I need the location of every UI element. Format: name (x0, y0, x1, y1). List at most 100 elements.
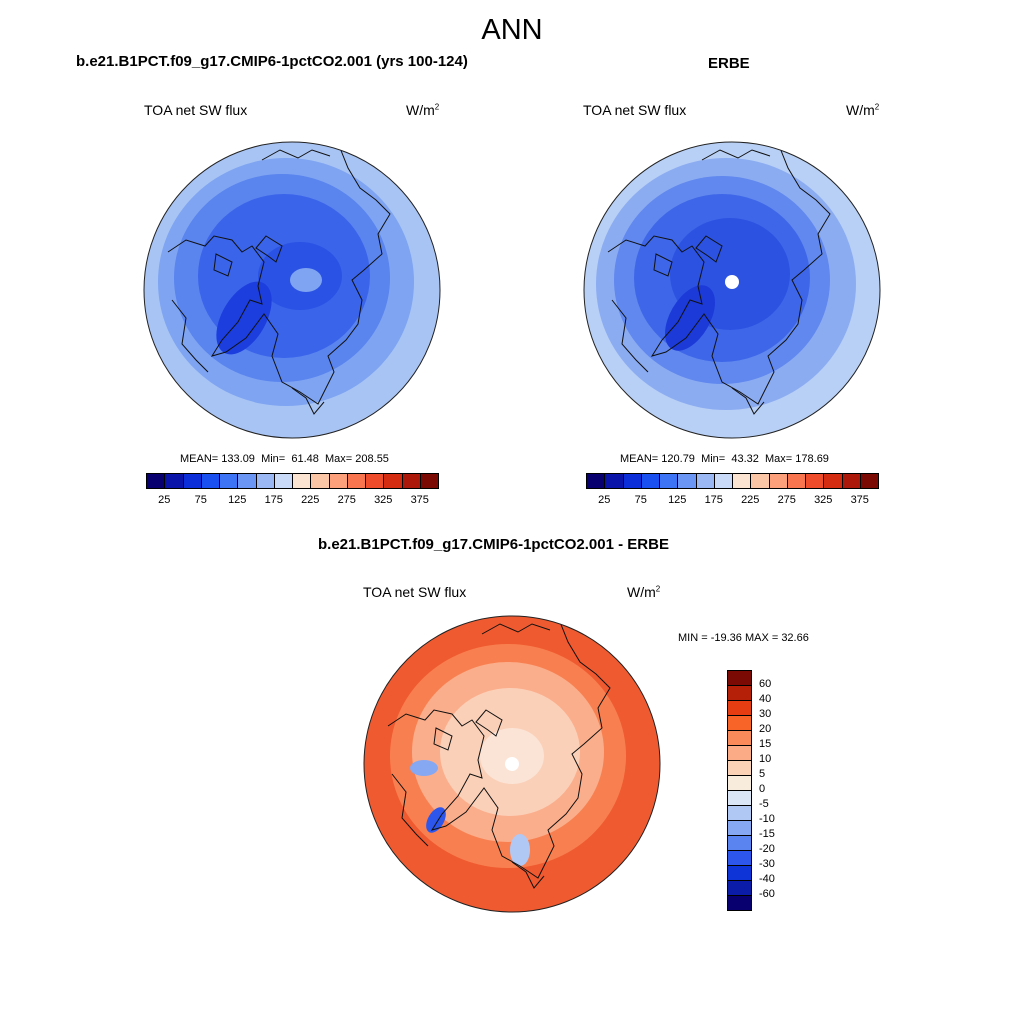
colorbar-cell (659, 473, 679, 489)
colorbar-tick-label: -40 (759, 873, 775, 885)
colorbar-cell (182, 473, 202, 489)
colorbar-cell (604, 473, 624, 489)
colorbar-cell (586, 473, 606, 489)
colorbar-cell (622, 473, 642, 489)
colorbar-model (146, 473, 439, 489)
colorbar-tick-label: 5 (759, 768, 766, 780)
colorbar-tick-label: 375 (410, 494, 429, 506)
colorbar-tick-label: 175 (704, 494, 723, 506)
colorbar-tick-label: 60 (759, 678, 772, 690)
colorbar-cell (383, 473, 403, 489)
colorbar-cell (146, 473, 166, 489)
colorbar-cell (727, 670, 752, 686)
colorbar-cell (640, 473, 660, 489)
colorbar-tick-label: 75 (194, 494, 207, 506)
colorbar-tick-label: 375 (850, 494, 869, 506)
colorbar-tick-label: 325 (814, 494, 833, 506)
colorbar-cell (365, 473, 385, 489)
colorbar-cell (732, 473, 752, 489)
colorbar-tick-label: 25 (158, 494, 171, 506)
colorbar-diff (727, 670, 752, 911)
colorbar-tick-label: 175 (264, 494, 283, 506)
units-label-model: W/m2 (406, 102, 440, 118)
colorbar-cell (750, 473, 770, 489)
colorbar-tick-label: 40 (759, 693, 772, 705)
colorbar-cell (727, 700, 752, 716)
colorbar-cell (164, 473, 184, 489)
season-title: ANN (481, 14, 543, 46)
colorbar-cell (237, 473, 257, 489)
coastlines-model (167, 147, 391, 415)
colorbar-cell (727, 745, 752, 761)
units-label-obs: W/m2 (846, 102, 880, 118)
colorbar-cell (727, 850, 752, 866)
colorbar-tick-label: -20 (759, 843, 775, 855)
colorbar-cell (255, 473, 275, 489)
colorbar-tick-label: 20 (759, 723, 772, 735)
colorbar-cell (859, 473, 879, 489)
colorbar-cell (768, 473, 788, 489)
colorbar-tick-label: -30 (759, 858, 775, 870)
polar-hole-obs (725, 275, 739, 289)
colorbar-cell (677, 473, 697, 489)
colorbar-tick-label: 75 (634, 494, 647, 506)
colorbar-tick-label: 275 (777, 494, 796, 506)
colorbar-tick-label: 125 (228, 494, 247, 506)
polar-map-obs (584, 142, 880, 438)
colorbar-cell (328, 473, 348, 489)
variable-label-obs: TOA net SW flux (583, 102, 687, 118)
colorbar-cell (401, 473, 421, 489)
colorbar-tick-label: 25 (598, 494, 611, 506)
panel-title-diff: b.e21.B1PCT.f09_g17.CMIP6-1pctCO2.001 - … (318, 536, 669, 553)
colorbar-cell (727, 685, 752, 701)
colorbar-cell (727, 760, 752, 776)
colorbar-cell (310, 473, 330, 489)
colorbar-cell (727, 820, 752, 836)
colorbar-cell (695, 473, 715, 489)
colorbar-cell (200, 473, 220, 489)
colorbar-tick-label: 125 (668, 494, 687, 506)
colorbar-cell (805, 473, 825, 489)
colorbar-cell (713, 473, 733, 489)
stats-obs: MEAN= 120.79 Min= 43.32 Max= 178.69 (620, 453, 829, 465)
variable-label-model: TOA net SW flux (144, 102, 248, 118)
polar-map-model (144, 142, 440, 438)
colorbar-tick-label: -5 (759, 798, 769, 810)
colorbar-tick-label: 225 (301, 494, 320, 506)
colorbar-cell (727, 775, 752, 791)
colorbar-cell (727, 790, 752, 806)
colorbar-cell (786, 473, 806, 489)
colorbar-cell (346, 473, 366, 489)
colorbar-tick-label: 225 (741, 494, 760, 506)
colorbar-cell (727, 880, 752, 896)
coastlines-diff (387, 621, 611, 889)
colorbar-tick-label: 0 (759, 783, 766, 795)
variable-label-diff: TOA net SW flux (363, 584, 467, 600)
panel-title-model: b.e21.B1PCT.f09_g17.CMIP6-1pctCO2.001 (y… (76, 53, 468, 70)
colorbar-cell (841, 473, 861, 489)
colorbar-cell (292, 473, 312, 489)
colorbar-cell (727, 865, 752, 881)
colorbar-cell (727, 805, 752, 821)
colorbar-tick-label: 10 (759, 753, 772, 765)
colorbar-tick-label: -15 (759, 828, 775, 840)
colorbar-tick-label: 325 (374, 494, 393, 506)
colorbar-cell (219, 473, 239, 489)
units-label-diff: W/m2 (627, 584, 661, 600)
colorbar-obs (586, 473, 879, 489)
colorbar-tick-label: 30 (759, 708, 772, 720)
colorbar-tick-label: -60 (759, 888, 775, 900)
colorbar-cell (727, 715, 752, 731)
stats-model: MEAN= 133.09 Min= 61.48 Max= 208.55 (180, 453, 389, 465)
colorbar-tick-label: 15 (759, 738, 772, 750)
colorbar-cell (273, 473, 293, 489)
colorbar-cell (823, 473, 843, 489)
polar-hole-diff (505, 757, 519, 771)
colorbar-cell (727, 835, 752, 851)
coastlines-obs (607, 147, 831, 415)
colorbar-tick-label: 275 (337, 494, 356, 506)
colorbar-tick-label: -10 (759, 813, 775, 825)
colorbar-cell (419, 473, 439, 489)
panel-title-obs: ERBE (708, 55, 750, 72)
